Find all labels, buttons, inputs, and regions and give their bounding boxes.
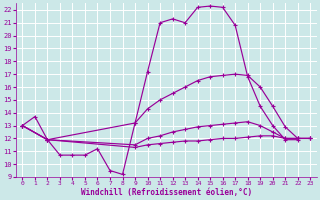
X-axis label: Windchill (Refroidissement éolien,°C): Windchill (Refroidissement éolien,°C)	[81, 188, 252, 197]
